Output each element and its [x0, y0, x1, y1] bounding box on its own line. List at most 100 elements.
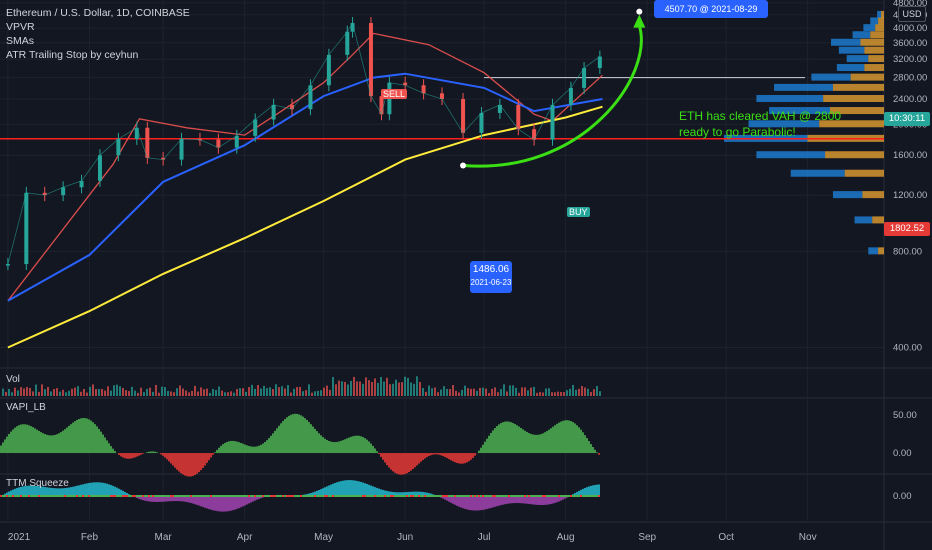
- vapi-bar: [446, 453, 448, 459]
- ttm-dot: [42, 495, 44, 497]
- candle: [403, 82, 408, 86]
- ttm-bar: [498, 496, 500, 506]
- time-tick-label: Mar: [155, 532, 173, 543]
- vapi-bar: [196, 453, 198, 474]
- volume-bar: [173, 392, 175, 396]
- volume-bar: [47, 386, 49, 396]
- ttm-bar: [260, 496, 262, 499]
- ttm-bar: [102, 482, 104, 496]
- vapi-bar: [242, 443, 244, 454]
- ttm-bar: [592, 485, 594, 496]
- time-tick-label: 2021: [8, 532, 31, 543]
- ttm-dot: [272, 495, 274, 497]
- vapi-bar: [68, 425, 70, 454]
- ttm-bar: [184, 496, 186, 502]
- currency-button[interactable]: USD: [898, 6, 926, 22]
- vapi-bar: [12, 429, 14, 454]
- vapi-bar: [398, 453, 400, 475]
- volume-bar: [374, 378, 376, 396]
- vapi-pane-label[interactable]: VAPI_LB: [6, 402, 46, 413]
- vapi-bar: [562, 420, 564, 454]
- ttm-dot: [562, 495, 564, 497]
- vapi-bar: [442, 453, 444, 457]
- volume-bar: [503, 384, 505, 396]
- ttm-dot: [256, 495, 258, 497]
- chart-legend: Ethereum / U.S. Dollar, 1D, COINBASE VPV…: [6, 6, 190, 62]
- ttm-bar: [410, 491, 412, 496]
- volume-bar: [431, 388, 433, 396]
- ttm-bar: [156, 496, 158, 502]
- ttm-dot: [28, 495, 30, 497]
- vapi-bar: [592, 446, 594, 454]
- ttm-bar: [476, 496, 478, 511]
- volume-bar: [179, 385, 181, 396]
- volume-bar: [290, 392, 292, 396]
- vapi-bar: [586, 438, 588, 454]
- ttm-bar: [466, 496, 468, 510]
- volume-bar: [464, 385, 466, 396]
- ttm-bar: [530, 496, 532, 505]
- vpvr-up-bar: [870, 17, 879, 25]
- vapi-bar: [284, 419, 286, 454]
- ttm-bar: [456, 496, 458, 506]
- time-axis[interactable]: 2021 Feb Mar Apr May Jun Jul Aug Sep Oct Nov: [8, 532, 817, 543]
- ttm-dot: [436, 495, 438, 497]
- volume-pane-label[interactable]: Vol: [6, 374, 20, 385]
- volume-bar: [584, 387, 586, 396]
- ttm-dot: [276, 495, 278, 497]
- vpvr-up-bar: [863, 24, 876, 32]
- volume-bar: [188, 392, 190, 396]
- volume-bar: [155, 384, 157, 396]
- vapi-bar: [258, 445, 260, 454]
- vapi-bar: [598, 453, 600, 455]
- ttm-dot: [18, 495, 20, 497]
- volume-bar: [272, 389, 274, 396]
- vapi-bar: [24, 424, 26, 454]
- vapi-bar: [554, 425, 556, 454]
- vapi-bar: [458, 453, 460, 464]
- volume-bar: [266, 388, 268, 396]
- ttm-bar: [78, 485, 80, 496]
- ttm-bar: [404, 492, 406, 496]
- vapi-bar: [16, 426, 18, 454]
- vapi-bar: [184, 453, 186, 476]
- vapi-bar: [400, 453, 402, 475]
- ttm-dot: [236, 495, 238, 497]
- candle: [421, 85, 426, 94]
- indicator-panes: 50.00 0.00 0.00: [0, 376, 917, 512]
- ttm-dot: [242, 495, 244, 497]
- indicator-atr[interactable]: ATR Trailing Stop by ceyhun: [6, 49, 139, 61]
- indicator-smas[interactable]: SMAs: [6, 35, 35, 47]
- ttm-bar: [194, 496, 196, 505]
- ttm-bar: [16, 488, 18, 496]
- ttm-dot: [564, 495, 566, 497]
- ttm-dot: [142, 495, 144, 497]
- ttm-bar: [408, 491, 410, 496]
- ttm-bar: [254, 496, 256, 501]
- ttm-bar: [74, 486, 76, 496]
- ttm-dot: [90, 495, 92, 497]
- countdown-tag: 10:30:11: [884, 112, 930, 126]
- ttm-dot: [326, 495, 328, 497]
- volume-bar: [509, 385, 511, 396]
- ttm-pane-label[interactable]: TTM Squeeze: [6, 478, 69, 489]
- price-axis[interactable]: 400.00800.001200.001600.002000.002400.00…: [893, 0, 927, 353]
- vapi-bar: [114, 451, 116, 454]
- vapi-bar: [336, 441, 338, 454]
- ttm-bar: [42, 486, 44, 496]
- vapi-bar: [382, 453, 384, 460]
- vapi-bar: [208, 453, 210, 461]
- vapi-bar: [300, 415, 302, 454]
- volume-bar: [218, 386, 220, 396]
- symbol-title[interactable]: Ethereum / U.S. Dollar, 1D, COINBASE: [6, 7, 190, 19]
- ttm-bar: [52, 488, 54, 496]
- vapi-bar: [292, 414, 294, 454]
- indicator-vpvr[interactable]: VPVR: [6, 21, 35, 33]
- target-callout[interactable]: 4507.70 @ 2021-08-29: [654, 0, 768, 18]
- vapi-bar: [28, 425, 30, 454]
- low-callout[interactable]: 1486.06 2021-06-23: [470, 261, 512, 293]
- volume-bar: [425, 391, 427, 396]
- ttm-dot: [248, 495, 250, 497]
- ttm-bar: [348, 480, 350, 496]
